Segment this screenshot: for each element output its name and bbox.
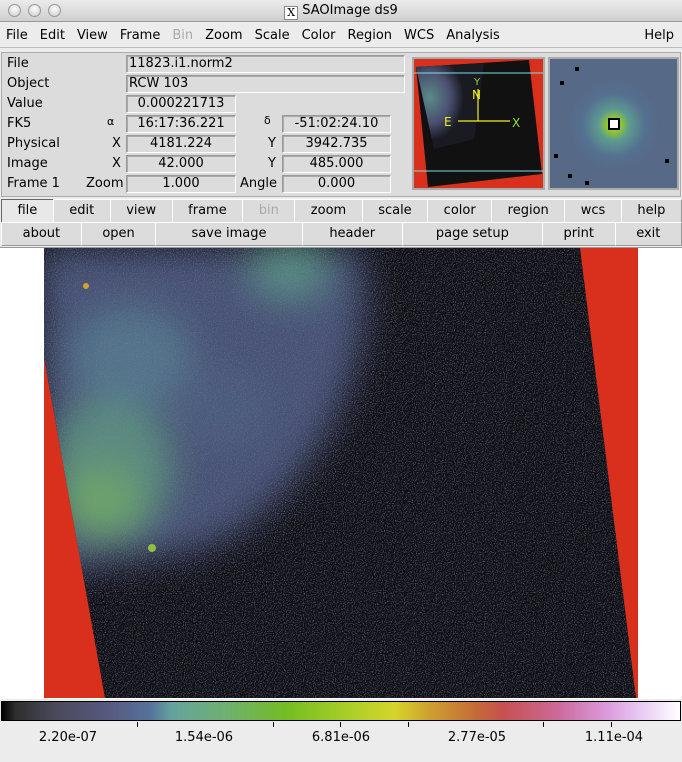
colorbar-label: 2.20e-07 [38, 730, 98, 745]
compass-north: N [472, 88, 481, 102]
colorbar-label: 1.11e-04 [584, 730, 644, 745]
ra-field: 16:17:36.221 [126, 115, 236, 133]
axis-x: X [512, 116, 520, 130]
physical-x-label: X [112, 136, 121, 151]
zoom-field: 1.000 [126, 175, 236, 193]
object-field: RCW 103 [126, 75, 405, 93]
image-canvas[interactable] [0, 247, 682, 699]
colorbar-tick [543, 722, 544, 727]
colorbar-label: 1.54e-06 [174, 730, 234, 745]
alpha-label: α [107, 115, 115, 128]
menu-view[interactable]: View [76, 27, 108, 43]
physical-y-label: Y [268, 136, 276, 151]
menu-file[interactable]: File [6, 27, 28, 43]
menu-frame[interactable]: Frame [119, 27, 161, 43]
colorbar-tick [408, 722, 409, 727]
zoom-button[interactable] [48, 4, 61, 17]
close-button[interactable] [8, 4, 21, 17]
colorbar-label: 2.77e-05 [447, 730, 507, 745]
panner[interactable]: N E X Y [412, 57, 545, 190]
frame-button[interactable]: frame [171, 199, 244, 223]
physical-label: Physical [7, 136, 60, 151]
image-y-label: Y [268, 156, 276, 171]
file-button[interactable]: file [1, 199, 54, 223]
object-label: Object [7, 76, 50, 91]
image-label: Image [7, 156, 48, 171]
file-label: File [7, 56, 29, 71]
open-button[interactable]: open [80, 222, 157, 246]
menu-analysis[interactable]: Analysis [446, 27, 500, 43]
delta-label: δ [264, 114, 271, 127]
angle-label: Angle [240, 176, 277, 191]
bin-button[interactable]: bin [242, 199, 296, 223]
help-button[interactable]: help [620, 199, 682, 223]
menu-wcs[interactable]: WCS [404, 27, 435, 43]
colorbar-tick [611, 722, 612, 727]
compass-east: E [444, 115, 452, 129]
value-label: Value [7, 96, 43, 111]
colorbar-tick [273, 722, 274, 727]
button-bar-main: file edit view frame bin zoom scale colo… [1, 199, 682, 223]
menu-bar: File Edit View Frame Bin Zoom Scale Colo… [0, 23, 682, 48]
menu-color[interactable]: Color [301, 27, 336, 43]
value-field: 0.000221713 [126, 95, 236, 113]
colorbar-label: 6.81e-06 [311, 730, 371, 745]
colorbar-tick [137, 722, 138, 727]
physical-y-field: 3942.735 [282, 135, 391, 153]
scale-button[interactable]: scale [361, 199, 429, 223]
view-button[interactable]: view [109, 199, 173, 223]
window-title: SAOImage ds9 [302, 3, 398, 18]
file-field: 11823.i1.norm2 [126, 55, 405, 73]
menu-scale[interactable]: Scale [254, 27, 290, 43]
button-bar-sub: about open save image header page setup … [1, 222, 682, 246]
zoom-button-bar[interactable]: zoom [294, 199, 363, 223]
wcs-button[interactable]: wcs [564, 199, 622, 223]
dec-field: -51:02:24.10 [282, 115, 391, 133]
header-button[interactable]: header [301, 222, 403, 246]
axis-y: Y [473, 77, 481, 88]
menu-bin[interactable]: Bin [172, 27, 194, 43]
exit-button[interactable]: exit [614, 222, 682, 246]
frame-label: Frame 1 [7, 176, 60, 191]
menu-help[interactable]: Help [644, 27, 674, 43]
page-setup-button[interactable]: page setup [401, 222, 543, 246]
zoom-label: Zoom [86, 176, 124, 191]
colorbar-tick [340, 722, 341, 727]
region-button[interactable]: region [491, 199, 566, 223]
menu-zoom[interactable]: Zoom [205, 27, 243, 43]
info-panel: File 11823.i1.norm2 Object RCW 103 Value… [1, 52, 681, 197]
image-x-field: 42.000 [126, 155, 236, 173]
title-bar: X SAOImage ds9 [0, 0, 682, 22]
menu-edit[interactable]: Edit [39, 27, 65, 43]
save-image-button[interactable]: save image [155, 222, 303, 246]
menu-region[interactable]: Region [347, 27, 393, 43]
magnifier [548, 57, 679, 190]
color-button[interactable]: color [427, 199, 493, 223]
image-y-field: 485.000 [282, 155, 391, 173]
image-x-label: X [112, 156, 121, 171]
fk5-label: FK5 [7, 116, 32, 131]
physical-x-field: 4181.224 [126, 135, 236, 153]
colorbar[interactable] [1, 701, 681, 721]
minimize-button[interactable] [28, 4, 41, 17]
angle-field: 0.000 [282, 175, 391, 193]
print-button[interactable]: print [541, 222, 616, 246]
x11-icon: X [284, 6, 299, 20]
edit-button[interactable]: edit [52, 199, 111, 223]
about-button[interactable]: about [1, 222, 82, 246]
